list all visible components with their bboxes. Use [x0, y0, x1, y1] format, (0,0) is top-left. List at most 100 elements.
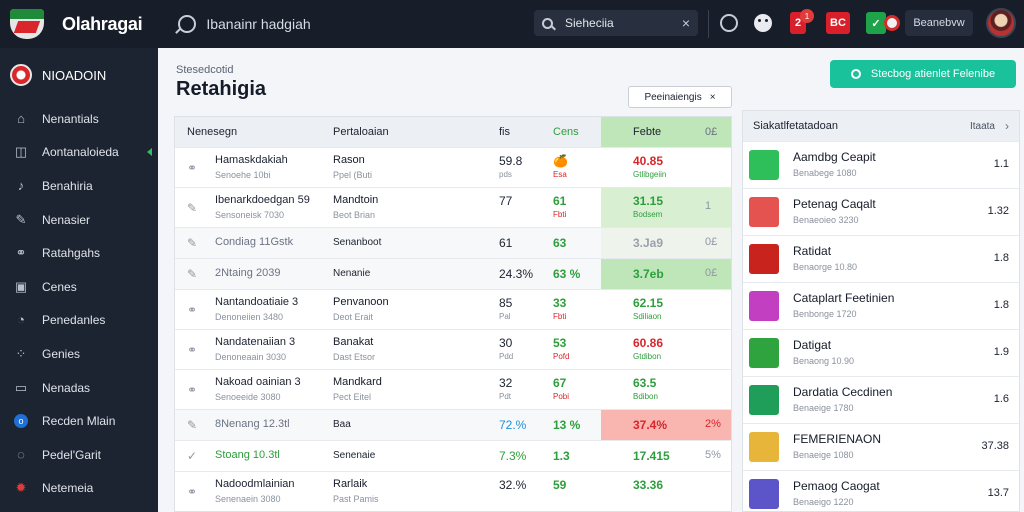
clear-search-icon[interactable]: ×: [681, 15, 690, 31]
chevron-right-icon[interactable]: ›: [1005, 119, 1009, 133]
search-value[interactable]: Sieheciia: [565, 16, 614, 30]
search-icon: [542, 17, 553, 29]
notification-badge: 1: [800, 9, 814, 23]
row-value-subtitle: Gtdibon: [633, 352, 662, 361]
sidebar-item[interactable]: ⁘ Genies: [0, 337, 158, 371]
chart-icon: ◫: [14, 144, 28, 160]
sidebar-item[interactable]: ⌂ Nenantials: [0, 102, 158, 136]
column-header-opponent[interactable]: Pertaloaian: [333, 126, 389, 138]
sidebar-header[interactable]: NIOADOIN: [0, 48, 158, 102]
row-goals: 13 %: [553, 418, 581, 432]
page-subtitle: Ibanainr hadgiah: [206, 16, 311, 32]
list-item-score: 1.1: [993, 158, 1009, 170]
list-item-subtitle: Benaorge 10.80: [793, 262, 858, 272]
gear-icon: ✹: [15, 480, 27, 496]
sidebar-item[interactable]: ◔ Penedanles: [0, 304, 158, 338]
sidebar-item[interactable]: ⚭ Ratahgahs: [0, 236, 158, 270]
pencil-icon[interactable]: ✎: [187, 201, 198, 215]
table-row[interactable]: ⚭ Nantandoatiaie 3 Denoneiien 3480 Penvanoo…: [175, 289, 731, 329]
list-item[interactable]: Pemaog Caogat Benaeigo 1220 13.7: [743, 470, 1019, 511]
row-value: 62.15: [633, 296, 664, 310]
sidebar-item[interactable]: ◌ Pedel'Garit: [0, 438, 158, 472]
sidebar-item[interactable]: ♪ Benahiria: [0, 169, 158, 203]
row-value: 60.86: [633, 336, 664, 350]
sidebar-item[interactable]: ✎ Nenasier: [0, 203, 158, 237]
search-icon: [850, 69, 861, 79]
side-list-more[interactable]: Itaata: [969, 120, 995, 132]
table-row[interactable]: ⚭ Nadoodmlainian Senenaein 3080 Rarlaik Past…: [175, 471, 731, 511]
list-item[interactable]: Datigat Benaong 10.90 1.9: [743, 329, 1019, 376]
column-header-pct[interactable]: 0£: [705, 126, 718, 138]
table-row[interactable]: ⚭ Hamaskdakiah Senoehe 10bi Rason Ppel (Buti…: [175, 147, 731, 187]
row-name: Hamaskdakiah: [215, 154, 288, 166]
table-row[interactable]: ✎ Ibenarkdoedgan 59 Sensoneisk 7030 Mandtoi…: [175, 187, 731, 227]
table-row[interactable]: ⚭ Nakoad oainian 3 Senoeeide 3080 Mandkard P…: [175, 369, 731, 409]
smile-icon[interactable]: [754, 14, 772, 32]
pencil-icon[interactable]: ✎: [187, 236, 198, 250]
list-item[interactable]: Dardatia Cecdinen Benaeige 1780 1.6: [743, 376, 1019, 423]
check-button[interactable]: ✓: [866, 12, 886, 34]
row-count-subtitle: Pdt: [499, 392, 512, 401]
column-header-value[interactable]: Febte: [633, 126, 662, 138]
sidebar-item[interactable]: ◫ Aontanaloieda: [0, 136, 158, 170]
row-subtitle: Sensoneisk 7030: [215, 210, 285, 220]
avatar[interactable]: [986, 8, 1016, 38]
list-item[interactable]: Petenag Caqalt Benaeoieo 3230 1.32: [743, 188, 1019, 235]
list-item-score: 1.6: [993, 393, 1009, 405]
table-row[interactable]: ✎ 8Nenang 12.3tl Baa 72.% 13 % 37.4% 2%: [175, 409, 731, 440]
column-header-goals[interactable]: Cens: [553, 126, 579, 138]
row-goals: 1.3: [553, 449, 570, 463]
row-goals-subtitle: Pobi: [553, 392, 570, 401]
filter-chip[interactable]: Peeinaiengis ×: [628, 86, 732, 108]
bc-button[interactable]: BC: [826, 12, 850, 34]
table-row[interactable]: ✓ Stoang 10.3tl Senenaie 7.3% 1.3 17.415 5%: [175, 440, 731, 471]
app-logo[interactable]: [6, 4, 48, 44]
sidebar-item-label: Nenasier: [42, 212, 91, 227]
main-content: Stesedcotid Retahigia Peeinaiengis × Ste…: [158, 48, 1024, 512]
table-row[interactable]: ✎ Condiag 11Gstk Senanboot 61 63 3.Ja9 0£: [175, 227, 731, 258]
link-icon[interactable]: ⚭: [187, 303, 198, 317]
pencil-icon[interactable]: ✎: [187, 267, 198, 281]
flag-icon[interactable]: [884, 15, 900, 31]
sidebar-item[interactable]: ✹ Netemeia: [0, 472, 158, 506]
link-icon[interactable]: ⚭: [187, 343, 198, 357]
pencil-icon[interactable]: ✎: [187, 418, 198, 432]
link-icon[interactable]: ⚭: [187, 485, 198, 499]
list-item[interactable]: Ratidat Benaorge 10.80 1.8: [743, 235, 1019, 282]
breadcrumb[interactable]: Stesedcotid: [176, 64, 234, 76]
list-item[interactable]: Aamdbg Ceapit Benabege 1080 1.1: [743, 141, 1019, 188]
row-opponent: Nenanie: [333, 268, 371, 279]
sidebar-item[interactable]: o Recden Mlain: [0, 404, 158, 438]
row-opponent: Baa: [333, 419, 351, 430]
row-opponent: Penvanoon: [333, 296, 389, 308]
link-icon[interactable]: ⚭: [187, 383, 198, 397]
row-value-subtitle: Sdiliaon: [633, 312, 662, 321]
sidebar: NIOADOIN ⌂ Nenantials ◫ Aontanaloieda ♪ Benah…: [0, 48, 158, 512]
list-item-name: Dardatia Cecdinen: [793, 385, 893, 399]
list-item[interactable]: FEMERIENAON Benaeige 1080 37.38: [743, 423, 1019, 470]
sidebar-item[interactable]: ▭ Nenadas: [0, 371, 158, 405]
check-icon[interactable]: ✓: [187, 449, 198, 463]
list-item-name: Cataplart Feetinien: [793, 291, 895, 305]
team-logo-icon: [749, 479, 779, 509]
row-percent: 0£: [705, 267, 718, 279]
search-icon[interactable]: [178, 15, 197, 33]
column-header-name[interactable]: Nenesegn: [187, 126, 238, 138]
user-menu[interactable]: Beanebvw: [905, 10, 973, 36]
crosshair-icon[interactable]: [720, 14, 738, 32]
column-header-n[interactable]: fis: [499, 126, 510, 138]
link-icon[interactable]: ⚭: [187, 161, 198, 175]
row-value: 3.Ja9: [633, 236, 664, 250]
search-action-button[interactable]: Stecbog atienlet Felenibe: [830, 60, 1016, 88]
value-highlight: [601, 188, 731, 227]
sidebar-item[interactable]: ▣ Cenes: [0, 270, 158, 304]
row-opponent: Senanboot: [333, 237, 382, 248]
list-item[interactable]: Cataplart Feetinien Benbonge 1720 1.8: [743, 282, 1019, 329]
shield-icon: [10, 9, 44, 39]
search-input[interactable]: Sieheciia ×: [534, 10, 698, 36]
table-row[interactable]: ✎ 2Ntaing 2039 Nenanie 24.3% 63 % 3.7eb 0£: [175, 258, 731, 289]
table-row[interactable]: ⚭ Nandatenaiian 3 Denoneaain 3030 Banakat Da…: [175, 329, 731, 369]
close-icon[interactable]: ×: [709, 91, 716, 103]
sidebar-item-label: Nenadas: [42, 380, 91, 395]
sidebar-item-label: Pedel'Garit: [42, 447, 101, 462]
